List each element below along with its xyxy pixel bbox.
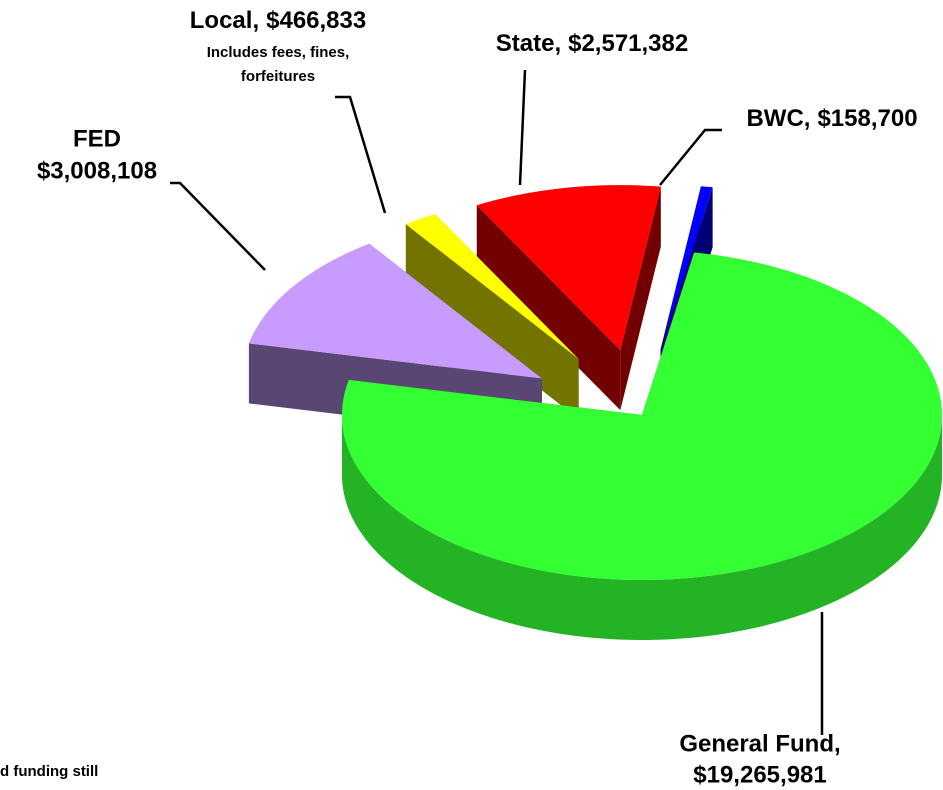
slice-label: General Fund,	[679, 730, 840, 757]
leader-line	[518, 69, 527, 186]
slice-label: Local, $466,833	[190, 7, 366, 34]
annotation: Includes fees, fines,	[207, 44, 350, 61]
slice-label: FED	[73, 125, 121, 152]
slice-top	[405, 214, 579, 359]
slice-top	[660, 186, 713, 350]
slice-side	[342, 415, 942, 640]
value-label: $3,008,108	[37, 157, 157, 184]
category: Local,	[190, 7, 259, 34]
slice-wall	[620, 186, 661, 411]
slice	[342, 252, 942, 640]
category: State,	[496, 30, 561, 57]
leader-line	[335, 95, 387, 214]
annotation: forfeitures	[241, 68, 315, 85]
slice-wall	[476, 205, 621, 411]
slice-label: BWC, $158,700	[746, 105, 917, 132]
value-label: $19,265,981	[693, 761, 826, 788]
value-label: $466,833	[266, 7, 366, 34]
pie	[248, 185, 942, 640]
leader-line	[170, 181, 266, 271]
leader-line	[659, 128, 722, 186]
slice-top	[342, 252, 942, 580]
slice	[476, 185, 661, 411]
note: d funding still	[0, 763, 98, 780]
slice-top	[476, 185, 661, 351]
value-label: $2,571,382	[568, 30, 688, 57]
slice-label: State, $2,571,382	[496, 30, 688, 57]
slice	[405, 214, 579, 419]
value-label: $158,700	[817, 105, 917, 132]
category: BWC,	[746, 105, 810, 132]
slice-top	[248, 243, 543, 379]
